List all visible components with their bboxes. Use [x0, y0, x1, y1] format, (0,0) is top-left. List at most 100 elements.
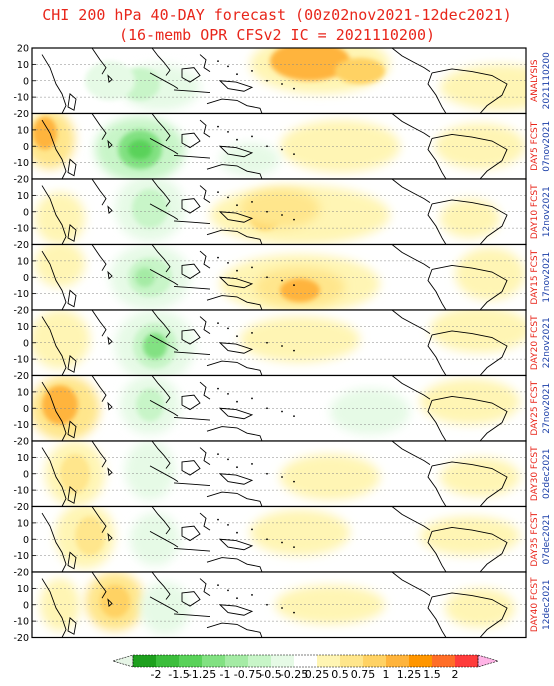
coastline: [149, 72, 179, 89]
coastline: [431, 592, 508, 638]
colorbar-swatch: [294, 655, 318, 667]
island: [217, 125, 219, 128]
y-tick-label: -20: [13, 306, 29, 317]
coastline: [391, 113, 431, 138]
coastline: [41, 316, 67, 376]
colorbar-low-arrow: [111, 654, 134, 668]
coastline: [91, 310, 107, 337]
coastline: [218, 80, 254, 92]
island: [281, 83, 283, 85]
island: [293, 480, 295, 483]
island: [266, 79, 268, 82]
colorbar-label: -0.25: [280, 668, 308, 681]
coastline: [41, 54, 67, 114]
coastline: [151, 310, 171, 338]
coastline: [41, 119, 67, 179]
coastline: [199, 316, 211, 334]
coastline: [431, 199, 508, 245]
colorbar-swatch: [225, 655, 249, 667]
y-tick-label: 10: [17, 584, 29, 595]
island: [251, 70, 253, 72]
colorbar-swatch: [133, 655, 157, 667]
coastline: [199, 54, 211, 72]
coastline: [431, 68, 508, 114]
anomaly-blob: [430, 310, 526, 353]
panel-0: 20 10 0 -10 -20 ANALYSIS 2021110200: [13, 44, 552, 121]
colorbar-label: 0.25: [305, 668, 330, 681]
coastline: [67, 354, 77, 373]
coastline: [181, 525, 201, 542]
coastline: [181, 591, 201, 607]
anomaly-blob: [140, 581, 190, 635]
y-tick-label: 20: [17, 44, 29, 55]
island: [266, 472, 268, 475]
anomaly-blob: [60, 454, 90, 494]
coastline: [173, 89, 211, 93]
coastline: [41, 578, 67, 638]
panel-label: DAY35 FCST: [530, 511, 540, 566]
island: [217, 191, 219, 194]
coastline: [107, 139, 113, 149]
y-tick-label: 10: [17, 256, 29, 267]
coastline: [107, 598, 113, 607]
coastline: [149, 399, 179, 417]
y-tick-label: 0: [23, 338, 29, 349]
coastline: [427, 269, 447, 310]
coastline: [41, 250, 67, 310]
panel-date: 2021110200: [542, 52, 552, 110]
coastline: [149, 334, 179, 351]
coastline: [427, 400, 447, 441]
y-tick-label: -20: [13, 633, 29, 644]
island: [227, 327, 229, 330]
y-tick-label: -20: [13, 109, 29, 120]
anomaly-blob: [100, 585, 130, 618]
panel-1: 10 0 -10 -20 DAY5 FCST 07nov2021: [13, 112, 552, 186]
coastline: [151, 506, 171, 535]
coastline: [41, 447, 67, 507]
colorbar-swatch: [248, 655, 272, 667]
coastline: [67, 223, 77, 242]
y-tick-label: 0: [23, 469, 29, 480]
coastline: [427, 596, 447, 638]
coastline: [199, 119, 211, 138]
panel-8: 10 0 -10 -20 DAY40 FCST 12dec2021: [13, 571, 552, 644]
coastline: [91, 375, 107, 402]
island: [266, 276, 268, 279]
coastline: [107, 336, 113, 345]
colorbar-swatch: [202, 655, 226, 667]
coastline: [107, 270, 113, 280]
coastline: [67, 551, 77, 570]
y-tick-label: 10: [17, 322, 29, 333]
anomaly-blob: [220, 142, 280, 176]
y-tick-label: -20: [13, 175, 29, 186]
island: [281, 607, 283, 609]
coastline: [206, 426, 263, 441]
anomaly-blob: [240, 316, 360, 363]
coastline: [181, 198, 201, 214]
island: [266, 538, 268, 541]
coastline: [181, 67, 201, 83]
coastline: [206, 229, 263, 245]
island: [251, 135, 253, 138]
coastline: [149, 268, 179, 286]
colorbar-label: 0.5: [331, 668, 349, 681]
island: [217, 453, 219, 455]
coastline: [173, 154, 211, 159]
panel-label: DAY20 FCST: [530, 315, 540, 370]
coastline: [218, 276, 254, 289]
anomaly-blob: [75, 516, 105, 556]
colorbar-label: -1.25: [188, 668, 216, 681]
anomaly-blob: [33, 116, 57, 150]
island: [281, 410, 283, 413]
coastline: [206, 295, 263, 310]
coastline: [181, 263, 201, 280]
island: [251, 201, 253, 203]
coastline: [173, 547, 211, 552]
coastline: [431, 527, 508, 572]
island: [251, 266, 253, 269]
anomaly-blob: [143, 332, 167, 360]
coastline: [151, 572, 171, 600]
coastline: [41, 381, 67, 441]
colorbar-swatch: [409, 655, 433, 667]
